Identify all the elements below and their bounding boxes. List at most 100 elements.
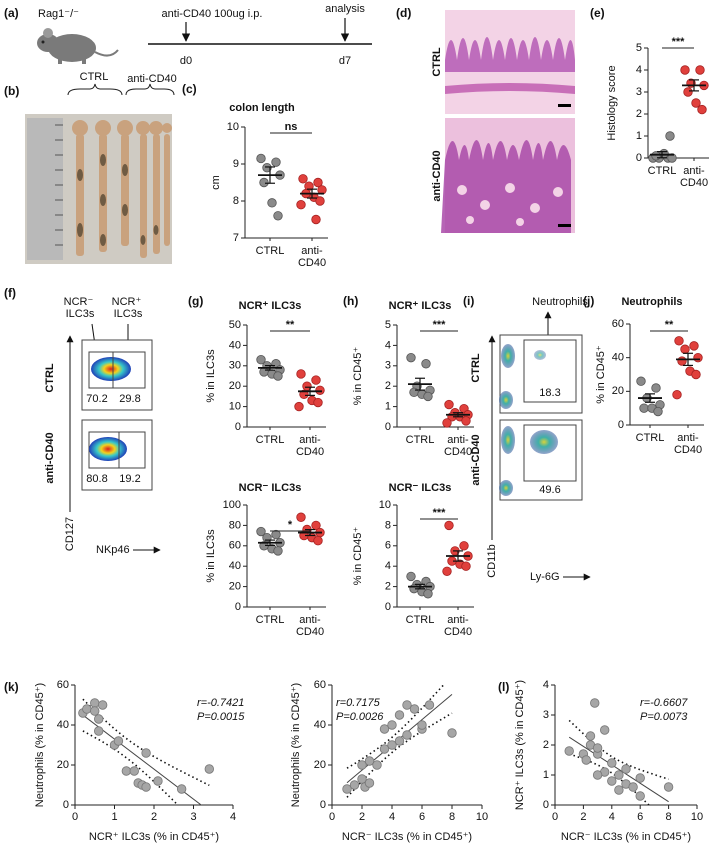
data-point	[672, 390, 682, 400]
y-tick-label: 20	[57, 759, 69, 771]
x-tick-label: CTRL	[648, 165, 677, 177]
significance: ***	[433, 507, 447, 519]
data-point	[357, 774, 367, 784]
y-tick-label: 0	[235, 421, 241, 433]
x-tick-label: 4	[230, 811, 236, 823]
regression-line	[568, 736, 669, 803]
data-point	[364, 778, 375, 788]
confidence-band	[82, 730, 179, 805]
x-tick-label: anti-CD40	[296, 434, 324, 458]
y-tick-label: 5	[385, 319, 391, 331]
flow-plot	[81, 339, 153, 491]
x-tick-label: 10	[691, 811, 703, 823]
y-tick-label: 100	[223, 499, 241, 511]
data-point	[313, 397, 323, 408]
y-tick-label: 4	[636, 64, 642, 76]
panel-label: (i)	[463, 294, 474, 308]
data-point	[315, 196, 325, 206]
x-tick-label: 0	[72, 811, 78, 823]
data-point	[97, 700, 108, 710]
data-point	[379, 724, 390, 734]
data-point	[693, 352, 703, 363]
data-point	[424, 700, 435, 710]
x-tick-label: CTRL	[256, 434, 285, 446]
y-tick-label: 4	[385, 560, 391, 572]
data-point	[680, 344, 690, 354]
y-tick-label: 1	[543, 769, 549, 781]
data-point	[315, 385, 325, 395]
y-tick-label: 10	[229, 401, 241, 413]
data-point	[262, 162, 272, 173]
y-tick-label: 0	[636, 152, 642, 164]
significance: ns	[285, 121, 298, 133]
data-point	[667, 153, 677, 163]
significance: *	[288, 519, 293, 531]
x-axis-label: NCR⁻ ILC3s (% in CD45⁺)	[561, 831, 691, 843]
data-point	[592, 743, 603, 753]
group-label: CTRL	[80, 71, 109, 83]
data-point	[677, 356, 687, 366]
row-label: CTRL	[44, 363, 56, 393]
data-point	[256, 354, 266, 365]
x-tick-label: CTRL	[256, 614, 285, 626]
chart-title: NCR⁺ ILC3s	[389, 300, 452, 312]
x-tick-label: 8	[666, 811, 672, 823]
data-point	[204, 764, 215, 774]
y-tick-label: 10	[379, 499, 391, 511]
annotation: r=-0.7421	[197, 697, 244, 709]
y-tick-label: 2	[385, 581, 391, 593]
data-point	[409, 704, 420, 714]
data-point	[442, 418, 452, 428]
panel-label: (f)	[4, 286, 16, 300]
data-point	[379, 744, 390, 754]
row-label: anti-CD40	[44, 432, 56, 483]
y-tick-label: 60	[57, 679, 69, 691]
y-axis-label: Neutrophils (% in CD45⁺)	[290, 683, 302, 807]
y-tick-label: 40	[612, 352, 624, 364]
y-tick-label: 3	[636, 86, 642, 98]
data-point	[311, 520, 321, 531]
y-tick-label: 7	[233, 232, 239, 244]
y-tick-label: 60	[229, 540, 241, 552]
x-tick-label: 2	[580, 811, 586, 823]
y-tick-label: 0	[235, 601, 241, 613]
data-point	[581, 755, 591, 765]
data-point	[387, 740, 397, 750]
data-point	[459, 541, 469, 551]
x-tick-label: CTRL	[256, 245, 285, 257]
regression-line	[82, 714, 203, 805]
y-tick-label: 4	[543, 679, 549, 691]
gate-percent: 29.8	[119, 393, 140, 405]
data-point	[296, 199, 306, 210]
data-point	[461, 561, 471, 571]
y-axis-label: NCR⁺ ILC3s (% in CD45⁺)	[514, 680, 526, 810]
flow-plot	[499, 334, 583, 501]
y-tick-label: 10	[227, 121, 239, 133]
y-tick-label: 40	[314, 719, 326, 731]
y-tick-label: 0	[320, 799, 326, 811]
annotation: r=-0.6607	[640, 697, 688, 709]
axis-label: CD127	[64, 517, 76, 551]
data-point	[273, 546, 283, 556]
panel-label: (b)	[4, 84, 19, 98]
data-point	[342, 784, 352, 794]
y-tick-label: 6	[385, 540, 391, 552]
data-point	[635, 791, 645, 801]
y-axis-label: % in ILC3s	[205, 529, 217, 583]
day-label: d7	[339, 55, 351, 67]
data-point	[267, 198, 277, 208]
annotation: P=0.0026	[336, 711, 384, 723]
data-point	[113, 736, 124, 746]
data-point	[683, 87, 693, 97]
x-tick-label: 8	[449, 811, 455, 823]
data-point	[444, 399, 454, 410]
y-tick-label: 2	[543, 739, 549, 751]
colon-photo	[25, 114, 172, 264]
y-tick-label: 40	[229, 560, 241, 572]
gate-percent: 18.3	[539, 387, 560, 399]
x-tick-label: 0	[552, 811, 558, 823]
analysis-label: analysis	[325, 3, 365, 15]
y-tick-label: 20	[229, 581, 241, 593]
